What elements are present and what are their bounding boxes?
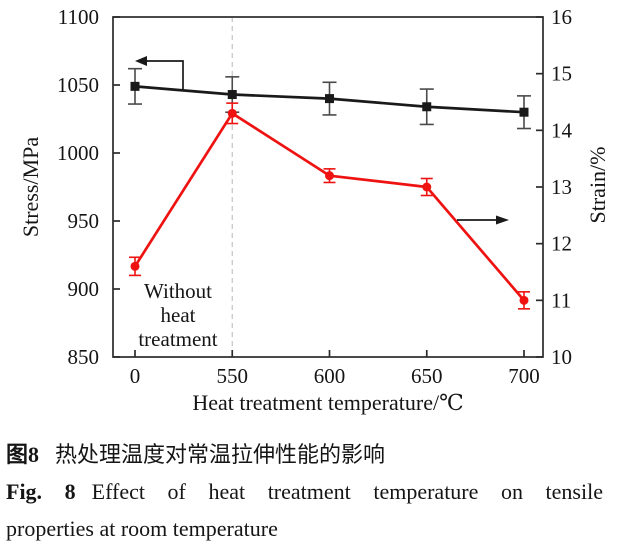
caption-chinese: 图8 热处理温度对常温拉伸性能的影响 bbox=[6, 436, 603, 473]
right-axis-tick-label: 14 bbox=[551, 118, 573, 142]
tensile-properties-chart: 1100 1050 1000 950 900 850 16 15 14 13 12 11 10 0 550 6… bbox=[18, 5, 610, 415]
x-axis-tick-label: 0 bbox=[130, 364, 141, 388]
strain-marker-circle bbox=[422, 182, 432, 192]
strain-marker-circle bbox=[130, 261, 140, 271]
caption-english-line1: Fig. 8 Effect of heat treatment temperatu… bbox=[6, 473, 603, 510]
figure-chart-area: 1100 1050 1000 950 900 850 16 15 14 13 12 11 10 0 550 6… bbox=[18, 5, 610, 415]
annotation-without-heat-treatment: Without bbox=[144, 279, 212, 303]
strain-arrow-head bbox=[496, 215, 509, 225]
caption-english-line2: properties at room temperature bbox=[6, 516, 278, 541]
stress-arrow-head bbox=[135, 56, 147, 66]
right-axis-tick-label: 12 bbox=[551, 232, 572, 256]
stress-marker-square bbox=[130, 81, 140, 91]
left-axis-tick-label: 950 bbox=[68, 209, 100, 233]
annotation-without-heat-treatment: heat bbox=[161, 303, 196, 327]
caption-cn-label: 图8 bbox=[6, 442, 40, 467]
stress-axis-pointer-arrow bbox=[147, 60, 184, 90]
right-axis-title: Strain/% bbox=[585, 147, 610, 224]
x-axis-tick-label: 550 bbox=[217, 364, 249, 388]
stress-marker-square bbox=[519, 107, 529, 117]
stress-marker-square bbox=[227, 90, 237, 100]
right-axis-tick-label: 10 bbox=[551, 345, 572, 369]
caption-cn-text: 热处理温度对常温拉伸性能的影响 bbox=[55, 442, 386, 467]
x-axis-title: Heat treatment temperature/℃ bbox=[192, 390, 463, 415]
right-axis-tick-label: 15 bbox=[551, 62, 572, 86]
x-axis-tick-label: 650 bbox=[411, 364, 443, 388]
left-axis-tick-label: 1000 bbox=[57, 141, 99, 165]
strain-marker-circle bbox=[325, 171, 334, 181]
right-axis-tick-label: 13 bbox=[551, 175, 572, 199]
left-axis-tick-label: 1050 bbox=[57, 73, 99, 97]
caption-en-text1: Effect of heat treatment temperature on … bbox=[91, 479, 603, 504]
left-axis-tick-label: 850 bbox=[68, 345, 100, 369]
figure-caption: 图8 热处理温度对常温拉伸性能的影响 Fig. 8 Effect of heat t… bbox=[6, 436, 603, 547]
right-axis-tick-label: 16 bbox=[551, 5, 572, 29]
left-axis-tick-label: 1100 bbox=[58, 5, 99, 29]
left-axis-title: Stress/MPa bbox=[18, 137, 43, 237]
caption-en-label: Fig. 8 bbox=[6, 479, 76, 504]
annotation-without-heat-treatment: treatment bbox=[138, 327, 217, 351]
stress-marker-square bbox=[325, 94, 334, 104]
x-axis-tick-label: 600 bbox=[314, 364, 346, 388]
strain-marker-circle bbox=[519, 295, 529, 305]
stress-marker-square bbox=[422, 102, 432, 112]
right-axis-tick-label: 11 bbox=[551, 288, 571, 312]
strain-line bbox=[133, 111, 526, 302]
strain-marker-circle bbox=[227, 108, 237, 118]
x-axis-tick-label: 700 bbox=[508, 364, 540, 388]
left-axis-tick-label: 900 bbox=[68, 277, 100, 301]
